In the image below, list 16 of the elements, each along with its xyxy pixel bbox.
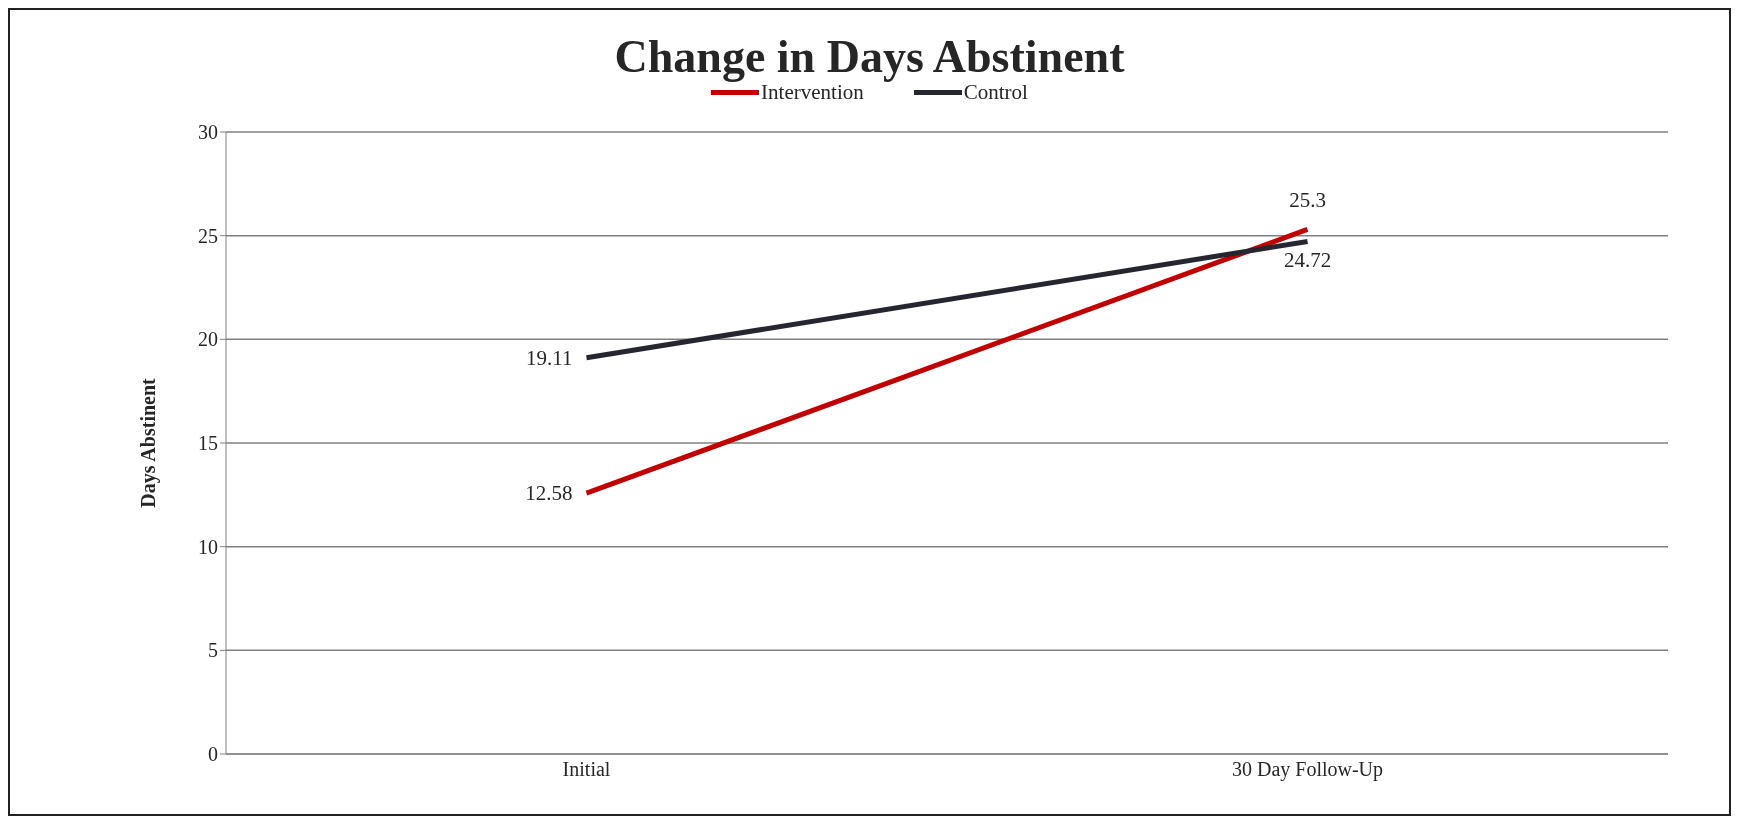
y-tick-label: 0 [208,743,218,766]
y-tick-label: 5 [208,639,218,662]
x-tick-label: Initial [562,758,611,781]
y-tick-label: 30 [198,121,218,144]
y-tick-label: 10 [198,535,218,558]
data-label: 19.11 [526,345,573,370]
legend-label: Control [962,80,1028,105]
y-tick-label: 15 [198,432,218,455]
x-tick-label: 30 Day Follow-Up [1231,758,1384,782]
y-tick-label: 20 [198,328,218,351]
data-label: 24.72 [1283,248,1332,273]
legend-label: Intervention [761,80,864,105]
y-axis-title: Days Abstinent [137,377,161,508]
y-tick-label: 25 [198,224,218,247]
data-label: 25.3 [1289,188,1326,213]
data-label: 12.58 [525,481,573,506]
